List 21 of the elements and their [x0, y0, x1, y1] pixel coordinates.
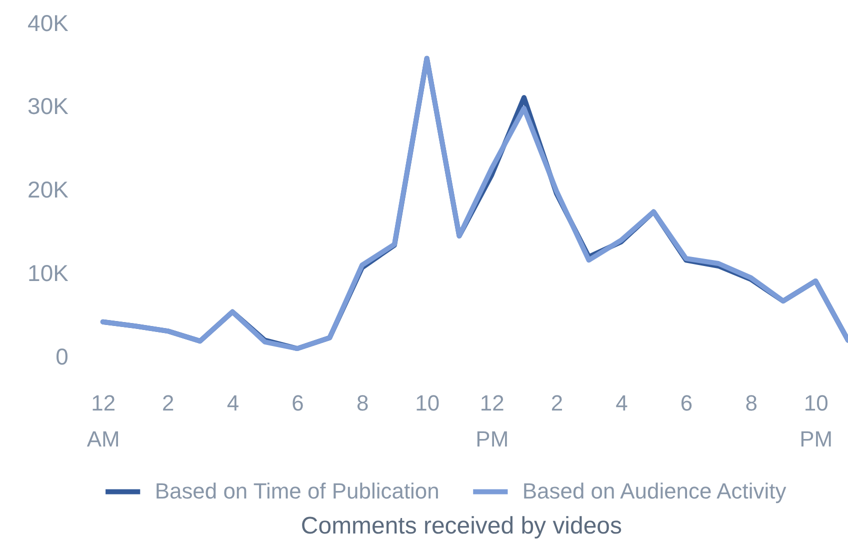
legend-label: Based on Time of Publication [154, 478, 440, 504]
y-tick-label: 10K [28, 260, 70, 286]
x-tick-label: 2 [550, 390, 564, 416]
x-tick-label: 4 [226, 390, 240, 416]
y-tick-label: 20K [28, 176, 70, 203]
x-tick-label: 10 PM [800, 390, 833, 452]
line-series [100, 56, 848, 352]
x-tick-label: 6 [292, 390, 304, 416]
text: Comments received by videos [300, 512, 622, 540]
x-tick-label: 6 [680, 390, 693, 416]
y-tick-label: 0 [56, 343, 68, 370]
y-tick-label: 40K [28, 10, 70, 36]
x-tick-label: 4 [616, 390, 628, 416]
legend-label: Based on Audience Activity [522, 478, 786, 504]
x-tick-label: 2 [162, 390, 174, 416]
x-tick-label: 12 AM [86, 390, 120, 452]
x-tick-label: 8 [356, 390, 369, 416]
x-tick-label: 12 PM [476, 390, 509, 452]
x-tick-label: 10 [415, 390, 440, 416]
y-tick-label: 30K [28, 93, 70, 120]
x-tick-label: 8 [745, 390, 758, 416]
